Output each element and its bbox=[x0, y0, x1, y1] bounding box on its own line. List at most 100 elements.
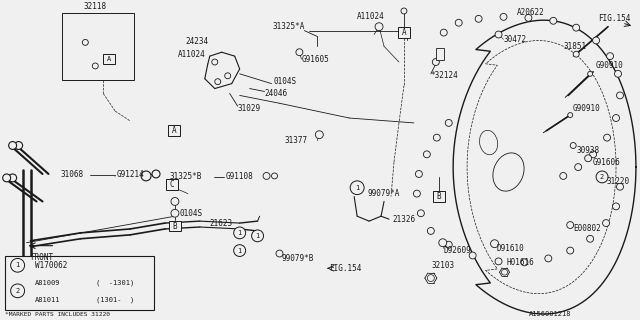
Circle shape bbox=[9, 141, 17, 149]
Circle shape bbox=[616, 183, 623, 190]
Text: FIG.154: FIG.154 bbox=[329, 264, 362, 273]
Circle shape bbox=[568, 113, 573, 117]
Circle shape bbox=[433, 59, 439, 66]
Text: 31325*A: 31325*A bbox=[273, 22, 305, 31]
Text: W170062: W170062 bbox=[35, 261, 67, 270]
Text: 31029: 31029 bbox=[237, 104, 260, 113]
Circle shape bbox=[603, 220, 609, 227]
Circle shape bbox=[141, 171, 151, 181]
Text: G91108: G91108 bbox=[226, 172, 253, 181]
Text: A81011: A81011 bbox=[35, 297, 60, 303]
Circle shape bbox=[15, 141, 22, 149]
Circle shape bbox=[215, 79, 221, 84]
Bar bbox=[433, 191, 445, 202]
Text: 31220: 31220 bbox=[606, 177, 629, 186]
Bar bbox=[168, 125, 180, 136]
Circle shape bbox=[616, 92, 623, 99]
Circle shape bbox=[607, 53, 614, 60]
Text: G90910: G90910 bbox=[572, 104, 600, 113]
Circle shape bbox=[570, 142, 576, 148]
Circle shape bbox=[567, 247, 573, 254]
Circle shape bbox=[234, 245, 246, 256]
Text: 31377: 31377 bbox=[284, 136, 308, 145]
Text: 1: 1 bbox=[15, 262, 20, 268]
Circle shape bbox=[276, 250, 283, 257]
Circle shape bbox=[440, 29, 447, 36]
Text: A20622: A20622 bbox=[516, 8, 544, 17]
Text: G90910: G90910 bbox=[596, 61, 624, 70]
Text: 32118: 32118 bbox=[84, 2, 107, 11]
Text: 31325*B: 31325*B bbox=[170, 172, 202, 181]
Circle shape bbox=[612, 203, 620, 210]
Text: FRONT: FRONT bbox=[31, 252, 54, 261]
Circle shape bbox=[212, 59, 218, 65]
Bar bbox=[436, 48, 444, 60]
Circle shape bbox=[92, 63, 99, 69]
Circle shape bbox=[589, 151, 596, 158]
Circle shape bbox=[375, 23, 383, 31]
Text: 30938: 30938 bbox=[576, 146, 599, 155]
Circle shape bbox=[296, 49, 303, 56]
Text: *32124: *32124 bbox=[431, 71, 459, 80]
Text: A: A bbox=[402, 28, 406, 37]
Text: A156001218: A156001218 bbox=[529, 311, 571, 317]
Text: B: B bbox=[173, 221, 177, 230]
Circle shape bbox=[413, 190, 420, 197]
Circle shape bbox=[9, 174, 17, 182]
Text: A81009: A81009 bbox=[35, 280, 60, 286]
Text: 32103: 32103 bbox=[432, 261, 455, 270]
Circle shape bbox=[11, 259, 24, 272]
Text: 24234: 24234 bbox=[186, 37, 209, 46]
Text: A11024: A11024 bbox=[357, 12, 385, 21]
Text: H01616: H01616 bbox=[506, 258, 534, 267]
Text: 1: 1 bbox=[237, 230, 242, 236]
Text: (  -1301): ( -1301) bbox=[96, 280, 134, 286]
Circle shape bbox=[573, 24, 580, 31]
Circle shape bbox=[428, 228, 435, 234]
Bar bbox=[63, 13, 134, 80]
Circle shape bbox=[614, 70, 621, 77]
Text: E00802: E00802 bbox=[573, 224, 601, 234]
Text: 31068: 31068 bbox=[60, 171, 84, 180]
Text: B: B bbox=[436, 192, 441, 201]
Bar bbox=[398, 27, 410, 38]
Circle shape bbox=[3, 174, 11, 182]
Circle shape bbox=[83, 39, 88, 45]
Circle shape bbox=[575, 164, 582, 171]
Bar bbox=[103, 54, 115, 65]
Circle shape bbox=[585, 155, 591, 162]
Circle shape bbox=[350, 181, 364, 195]
Circle shape bbox=[545, 255, 552, 262]
Bar bbox=[166, 180, 178, 190]
Circle shape bbox=[495, 31, 502, 38]
Circle shape bbox=[495, 258, 502, 265]
Circle shape bbox=[424, 151, 430, 158]
Circle shape bbox=[604, 134, 611, 141]
Circle shape bbox=[588, 71, 593, 76]
Circle shape bbox=[316, 131, 323, 139]
Text: D91610: D91610 bbox=[497, 244, 524, 253]
Text: G91214: G91214 bbox=[116, 171, 144, 180]
Text: 31851: 31851 bbox=[563, 42, 586, 51]
Circle shape bbox=[428, 275, 435, 282]
Circle shape bbox=[573, 51, 579, 57]
Circle shape bbox=[225, 73, 230, 79]
Text: A11024: A11024 bbox=[178, 50, 205, 59]
Circle shape bbox=[445, 119, 452, 126]
Circle shape bbox=[433, 134, 440, 141]
Circle shape bbox=[171, 209, 179, 217]
Text: C: C bbox=[170, 180, 174, 189]
Circle shape bbox=[263, 172, 270, 180]
Circle shape bbox=[612, 115, 620, 121]
Circle shape bbox=[491, 240, 499, 248]
Text: G91606: G91606 bbox=[592, 158, 620, 167]
Circle shape bbox=[521, 259, 528, 266]
Circle shape bbox=[500, 13, 507, 20]
Text: 21326: 21326 bbox=[392, 215, 415, 224]
Circle shape bbox=[596, 171, 608, 183]
Circle shape bbox=[439, 239, 447, 247]
Text: 2: 2 bbox=[15, 288, 20, 294]
Circle shape bbox=[252, 230, 264, 242]
Text: A: A bbox=[172, 126, 176, 135]
Circle shape bbox=[271, 173, 278, 179]
